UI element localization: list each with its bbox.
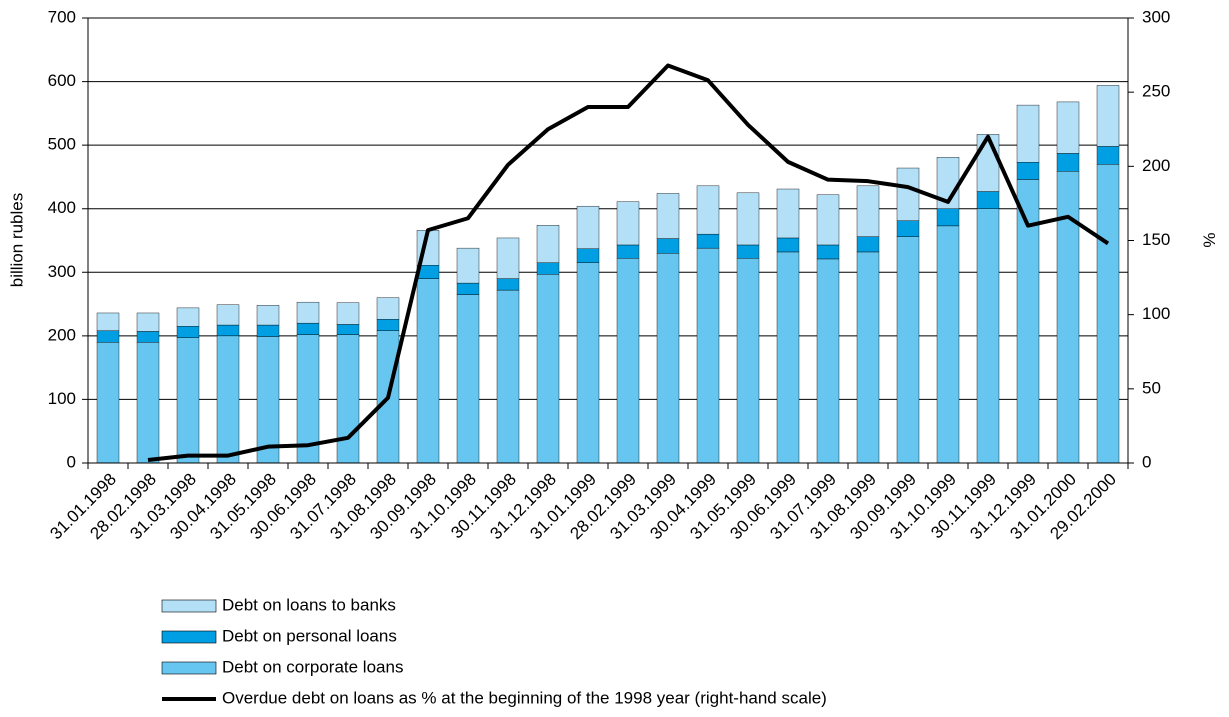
- y2-tick-label: 150: [1142, 230, 1170, 249]
- bar-segment: [736, 258, 760, 464]
- bar-segment: [536, 273, 560, 464]
- bar-segment: [336, 334, 360, 464]
- y-axis-label: billion rubles: [7, 193, 26, 288]
- y2-tick-label: 200: [1142, 156, 1170, 175]
- legend-label: Debt on corporate loans: [222, 657, 403, 676]
- legend-swatch: [161, 599, 217, 613]
- bar-segment: [936, 208, 960, 227]
- bar-segment: [1096, 146, 1120, 165]
- bar-segment: [856, 185, 880, 237]
- legend-label: Overdue debt on loans as % at the beginn…: [222, 688, 827, 707]
- y2-axis-label: %: [1200, 232, 1219, 247]
- bar-segment: [1096, 164, 1120, 464]
- bar-segment: [376, 319, 400, 331]
- bar-segment: [456, 282, 480, 295]
- bar-segment: [456, 294, 480, 464]
- legend-swatch: [161, 661, 217, 675]
- bar-segment: [496, 278, 520, 291]
- bar-segment: [576, 262, 600, 464]
- bar-segment: [896, 167, 920, 221]
- bar-segment: [896, 220, 920, 237]
- bar-segment: [96, 342, 120, 464]
- bar-segment: [976, 191, 1000, 209]
- bar-segment: [96, 312, 120, 331]
- bar-segment: [896, 236, 920, 464]
- bar-segment: [656, 253, 680, 464]
- bar-segment: [216, 324, 240, 337]
- bar-segment: [496, 237, 520, 279]
- y-tick-label: 500: [48, 135, 76, 154]
- y2-tick-label: 100: [1142, 304, 1170, 323]
- bar-segment: [96, 330, 120, 343]
- bar-segment: [216, 304, 240, 326]
- bar-segment: [696, 233, 720, 249]
- bar-segment: [776, 188, 800, 239]
- y-tick-label: 700: [48, 7, 76, 26]
- bar-segment: [976, 134, 1000, 192]
- y-tick-label: 100: [48, 389, 76, 408]
- y2-tick-label: 50: [1142, 378, 1161, 397]
- bar-segment: [616, 244, 640, 259]
- bar-segment: [296, 322, 320, 335]
- bar-segment: [136, 331, 160, 343]
- bar-segment: [256, 305, 280, 326]
- bar-segment: [336, 302, 360, 325]
- bar-segment: [816, 258, 840, 464]
- bar-segment: [456, 247, 480, 284]
- bar-segment: [336, 324, 360, 335]
- y2-tick-label: 250: [1142, 82, 1170, 101]
- bar-segment: [576, 205, 600, 249]
- y-tick-label: 400: [48, 198, 76, 217]
- bar-segment: [936, 225, 960, 464]
- bar-segment: [856, 236, 880, 253]
- bar-segment: [176, 326, 200, 338]
- bar-segment: [616, 258, 640, 464]
- bar-segment: [776, 251, 800, 464]
- bar-segment: [216, 335, 240, 464]
- bar-segment: [976, 208, 1000, 464]
- bar-segment: [736, 192, 760, 246]
- y2-tick-label: 0: [1142, 452, 1151, 471]
- bar-segment: [376, 297, 400, 320]
- legend-label: Debt on personal loans: [222, 626, 397, 645]
- bar-segment: [536, 262, 560, 275]
- bar-segment: [816, 194, 840, 246]
- y2-tick-label: 300: [1142, 7, 1170, 26]
- bar-segment: [816, 244, 840, 260]
- legend-label: Debt on loans to banks: [222, 595, 396, 614]
- bar-segment: [136, 342, 160, 464]
- y-tick-label: 0: [67, 452, 76, 471]
- bar-segment: [256, 336, 280, 464]
- y-tick-label: 600: [48, 71, 76, 90]
- bar-segment: [496, 289, 520, 464]
- y-tick-label: 200: [48, 325, 76, 344]
- bar-segment: [416, 278, 440, 464]
- bar-segment: [1016, 162, 1040, 180]
- bar-segment: [856, 251, 880, 464]
- bar-segment: [656, 193, 680, 239]
- bar-segment: [256, 324, 280, 337]
- bar-segment: [176, 337, 200, 464]
- bar-segment: [1056, 101, 1080, 154]
- bar-segment: [296, 301, 320, 324]
- y-tick-label: 300: [48, 262, 76, 281]
- bar-segment: [136, 312, 160, 332]
- bar-segment: [696, 247, 720, 464]
- bar-segment: [656, 238, 680, 254]
- bar-segment: [736, 244, 760, 259]
- bar-segment: [536, 225, 560, 263]
- legend-swatch: [161, 630, 217, 644]
- bar-segment: [1096, 85, 1120, 147]
- bar-segment: [696, 185, 720, 235]
- line: [147, 63, 1110, 463]
- bar-segment: [176, 307, 200, 327]
- bar-segment: [1016, 104, 1040, 163]
- bar-segment: [616, 201, 640, 246]
- bar-segment: [576, 248, 600, 263]
- bar-segment: [1056, 153, 1080, 172]
- bar-segment: [776, 237, 800, 253]
